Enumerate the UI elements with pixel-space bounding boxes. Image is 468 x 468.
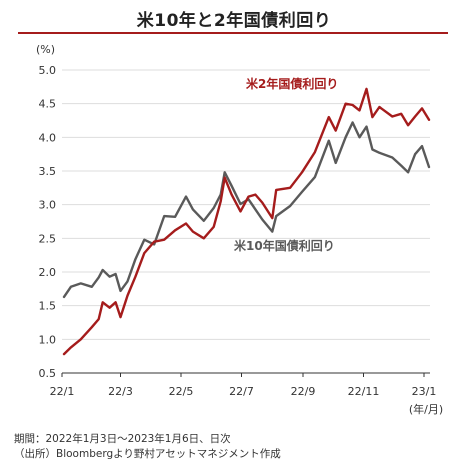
y-tick-label: 0.5 — [39, 367, 57, 380]
x-tick-label: 22/11 — [348, 385, 380, 398]
series-label-2y: 米2年国債利回り — [246, 76, 338, 91]
y-axis-ticks: 5.0 4.5 4.0 3.5 3.0 2.5 2.0 1.5 1.0 0.5 — [39, 64, 57, 380]
series-label-10y: 米10年国債利回り — [234, 238, 335, 253]
period-note: 期間：2022年1月3日～2023年1月6日、日次 — [14, 433, 231, 445]
x-tick-label: 23/1 — [412, 385, 437, 398]
y-tick-label: 3.0 — [39, 199, 57, 212]
x-axis-ticks: 22/1 22/3 22/5 22/7 22/9 22/11 23/1 — [50, 373, 437, 398]
y-tick-label: 2.5 — [39, 232, 57, 245]
x-tick-label: 22/1 — [50, 385, 75, 398]
y-tick-label: 2.0 — [39, 266, 57, 279]
x-tick-label: 22/9 — [291, 385, 316, 398]
y-tick-label: 1.5 — [39, 300, 57, 313]
x-tick-label: 22/7 — [229, 385, 254, 398]
chart-title: 米10年と2年国債利回り — [136, 11, 332, 31]
series-line-2y — [62, 87, 431, 356]
y-tick-label: 4.0 — [39, 131, 57, 144]
source-note: （出所）Bloombergより野村アセットマネジメント作成 — [14, 448, 281, 460]
x-tick-label: 22/5 — [169, 385, 194, 398]
y-tick-label: 1.0 — [39, 333, 57, 346]
x-tick-label: 22/3 — [108, 385, 133, 398]
title-underline — [18, 32, 448, 34]
y-tick-label: 3.5 — [39, 165, 57, 178]
series-line-10y — [62, 121, 431, 299]
y-axis-unit-label: (%) — [36, 43, 55, 56]
y-tick-label: 5.0 — [39, 64, 57, 77]
x-axis-unit-label: (年/月) — [409, 402, 443, 416]
y-tick-label: 4.5 — [39, 98, 57, 111]
grid-lines — [62, 69, 430, 374]
series-lines — [62, 87, 431, 356]
